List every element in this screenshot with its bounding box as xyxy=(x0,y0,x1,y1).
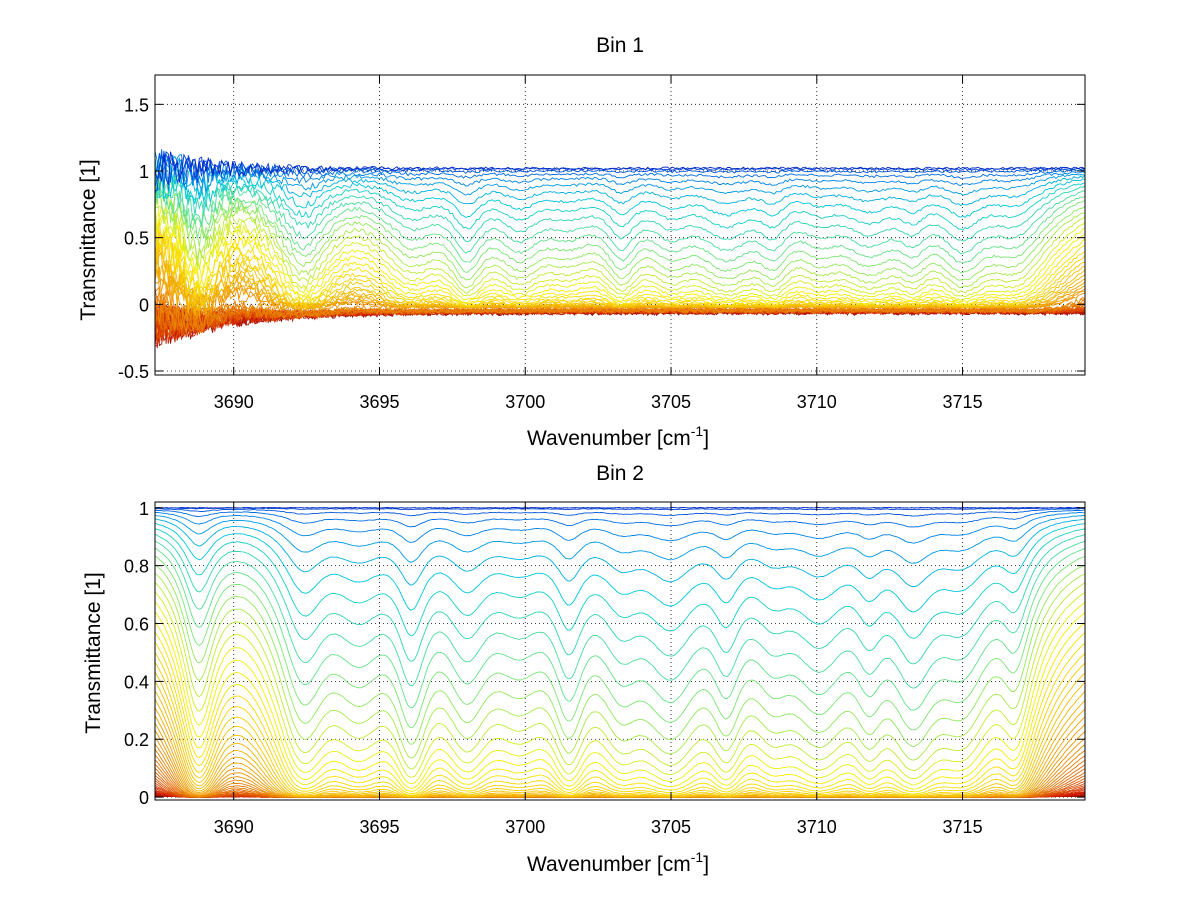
series-line xyxy=(155,174,1085,274)
series-line xyxy=(155,173,1085,254)
series-group xyxy=(155,507,1085,798)
series-line xyxy=(155,150,1085,191)
y-tick-label: -0.5 xyxy=(118,362,149,382)
series-line xyxy=(155,555,1085,731)
series-line xyxy=(155,287,1085,334)
series-line xyxy=(155,189,1085,289)
grid-lines xyxy=(155,75,1085,375)
series-line xyxy=(155,151,1085,192)
x-axis-label-main: Wavenumber [cm xyxy=(527,427,691,450)
x-axis-ticks: 3690 3695 3700 3705 3710 3715 xyxy=(214,502,983,837)
series-line xyxy=(155,164,1085,231)
series-line xyxy=(155,181,1085,281)
series-line xyxy=(155,533,1085,665)
series-line xyxy=(155,512,1085,544)
series-line xyxy=(155,180,1085,294)
x-axis-label-main: Wavenumber [cm xyxy=(527,853,691,876)
x-tick-label: 3715 xyxy=(943,392,983,412)
y-tick-label: 0.4 xyxy=(124,672,149,692)
y-tick-label: 1.5 xyxy=(124,95,149,115)
series-line xyxy=(155,582,1085,772)
x-tick-label: 3695 xyxy=(359,817,399,837)
y-axis-ticks: 0 0.2 0.4 0.6 0.8 1 xyxy=(124,499,1085,808)
series-line xyxy=(155,243,1085,316)
series-line xyxy=(155,222,1085,306)
series-line xyxy=(155,591,1085,779)
series-line xyxy=(155,508,1085,517)
y-tick-label: 0.2 xyxy=(124,730,149,750)
series-line xyxy=(155,509,1085,528)
series-line xyxy=(155,155,1085,196)
series-line xyxy=(155,690,1085,798)
plot-frame xyxy=(154,501,1086,801)
x-tick-label: 3715 xyxy=(943,817,983,837)
x-axis-label: Wavenumber [cm-1] xyxy=(527,423,709,450)
series-line xyxy=(155,522,1085,613)
series-line xyxy=(155,202,1085,304)
series-line xyxy=(155,206,1085,305)
y-tick-label: 0 xyxy=(139,788,149,808)
series-line xyxy=(155,289,1085,334)
series-line xyxy=(155,151,1085,186)
chart-title: Bin 2 xyxy=(596,462,644,485)
series-line xyxy=(155,230,1085,309)
x-tick-label: 3700 xyxy=(505,817,545,837)
series-line xyxy=(155,572,1085,761)
series-line xyxy=(155,621,1085,793)
x-tick-label: 3690 xyxy=(214,392,254,412)
series-line xyxy=(155,671,1085,798)
series-line xyxy=(155,641,1085,796)
series-line xyxy=(155,192,1085,301)
x-axis-label: Wavenumber [cm-1] xyxy=(527,849,709,876)
series-line xyxy=(155,514,1085,564)
y-tick-label: 1 xyxy=(139,499,149,519)
series-line xyxy=(155,528,1085,639)
x-axis-ticks: 3690 3695 3700 3705 3710 3715 xyxy=(214,75,983,412)
y-tick-label: 0.6 xyxy=(124,615,149,635)
series-line xyxy=(155,205,1085,298)
series-line xyxy=(155,631,1085,795)
series-line xyxy=(155,518,1085,587)
y-axis-label: Transmittance [1] xyxy=(77,159,100,320)
series-line xyxy=(155,507,1085,509)
series-line xyxy=(155,507,1085,511)
x-tick-label: 3700 xyxy=(505,392,545,412)
x-axis-label-superscript: -1 xyxy=(691,849,704,865)
panel-bin-2: Bin 2 3690 3695 3700 3705 3710 3715 0 0.2 0.4 0.… xyxy=(82,462,1086,876)
series-line xyxy=(155,221,1085,310)
series-line xyxy=(155,661,1085,798)
series-line xyxy=(155,611,1085,790)
y-tick-label: 0 xyxy=(139,295,149,315)
y-tick-label: 0.8 xyxy=(124,557,149,577)
series-line xyxy=(155,540,1085,689)
x-tick-label: 3710 xyxy=(797,392,837,412)
x-axis-label-superscript: -1 xyxy=(691,423,704,439)
series-line xyxy=(155,182,1085,264)
series-line xyxy=(155,154,1085,219)
x-tick-label: 3705 xyxy=(651,392,691,412)
x-tick-label: 3695 xyxy=(359,392,399,412)
y-tick-label: 1 xyxy=(139,162,149,182)
series-line xyxy=(155,563,1085,748)
series-line xyxy=(155,212,1085,307)
x-tick-label: 3710 xyxy=(797,817,837,837)
plot-frame xyxy=(154,74,1086,376)
series-line xyxy=(155,163,1085,243)
y-axis-ticks: -0.5 0 0.5 1 1.5 xyxy=(118,95,1085,382)
series-group xyxy=(155,149,1085,349)
series-line xyxy=(155,149,1085,189)
series-line xyxy=(155,652,1085,797)
x-axis-label-end: ] xyxy=(703,853,709,876)
panel-bin-1: Bin 1 3690 3695 3700 3705 3710 3715 -0.5 0 0.5 1… xyxy=(77,34,1086,450)
y-tick-label: 0.5 xyxy=(124,229,149,249)
x-tick-label: 3690 xyxy=(214,817,254,837)
x-axis-label-end: ] xyxy=(703,427,709,450)
y-axis-label: Transmittance [1] xyxy=(82,572,105,733)
series-line xyxy=(155,601,1085,786)
series-line xyxy=(155,547,1085,711)
chart-title: Bin 1 xyxy=(596,34,644,57)
series-line xyxy=(155,162,1085,207)
x-tick-label: 3705 xyxy=(651,817,691,837)
